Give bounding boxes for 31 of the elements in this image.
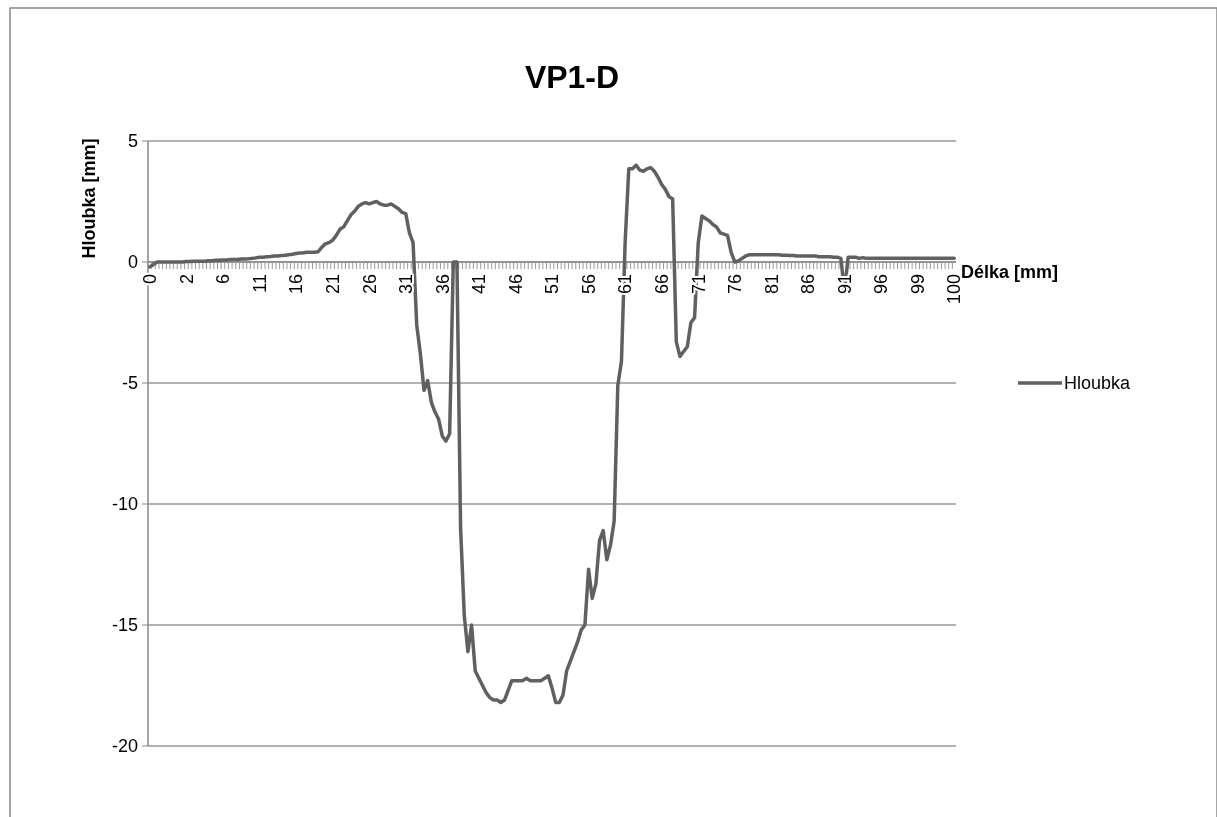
x-tick-label: 86: [798, 274, 819, 295]
x-tick-label: 99: [907, 274, 928, 295]
x-tick-label: 71: [688, 274, 709, 295]
x-tick-label: 26: [359, 274, 380, 295]
x-tick-label: 6: [213, 274, 234, 285]
x-tick-label: 61: [615, 274, 636, 295]
y-tick-label: -15: [111, 615, 138, 636]
x-tick-label: 31: [396, 274, 417, 295]
x-tick-label: 0: [140, 274, 161, 285]
y-tick-label: 5: [127, 131, 138, 152]
y-tick-label: -5: [121, 373, 138, 394]
legend-label: Hloubka: [1064, 373, 1132, 394]
x-tick-label: 2: [176, 274, 197, 285]
x-tick-label: 11: [249, 274, 270, 293]
x-tick-label: 56: [578, 274, 599, 295]
x-tick-label: 96: [871, 274, 892, 295]
x-tick-label: 76: [725, 274, 746, 295]
x-tick-label: 16: [286, 274, 307, 295]
x-tick-label: 81: [761, 274, 782, 295]
x-tick-label: 66: [651, 274, 672, 295]
x-tick-label: 36: [432, 274, 453, 295]
x-tick-label: 41: [469, 274, 490, 295]
x-tick-label: 91: [834, 274, 855, 295]
chart-title: VP1-D: [524, 59, 620, 95]
y-axis-title: Hloubka [mm]: [79, 138, 99, 259]
x-tick-label: 51: [542, 274, 563, 295]
y-tick-label: -20: [111, 736, 138, 757]
x-tick-label: 21: [322, 274, 343, 295]
x-axis-title: Délka [mm]: [961, 262, 1059, 282]
x-tick-label: 46: [505, 274, 526, 295]
y-tick-label: -10: [111, 494, 138, 515]
